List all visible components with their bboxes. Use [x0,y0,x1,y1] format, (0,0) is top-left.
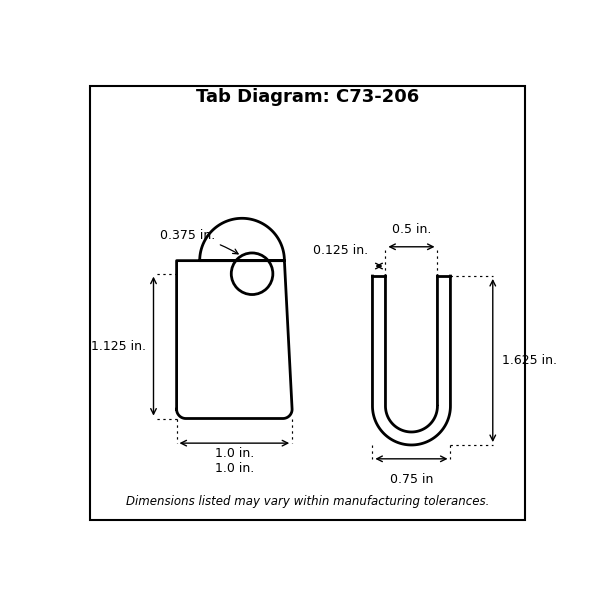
Text: 1.0 in.: 1.0 in. [215,463,254,475]
Text: 1.125 in.: 1.125 in. [91,340,146,353]
Text: 0.125 in.: 0.125 in. [313,244,368,257]
Text: 0.5 in.: 0.5 in. [392,223,431,236]
Text: Tab Diagram: C73-206: Tab Diagram: C73-206 [196,88,419,106]
Text: 0.375 in.: 0.375 in. [160,229,238,254]
Text: Dimensions listed may vary within manufacturing tolerances.: Dimensions listed may vary within manufa… [126,495,489,508]
Text: 1.0 in.: 1.0 in. [215,447,254,460]
Text: 1.625 in.: 1.625 in. [502,354,557,367]
Text: 0.75 in: 0.75 in [390,473,433,485]
